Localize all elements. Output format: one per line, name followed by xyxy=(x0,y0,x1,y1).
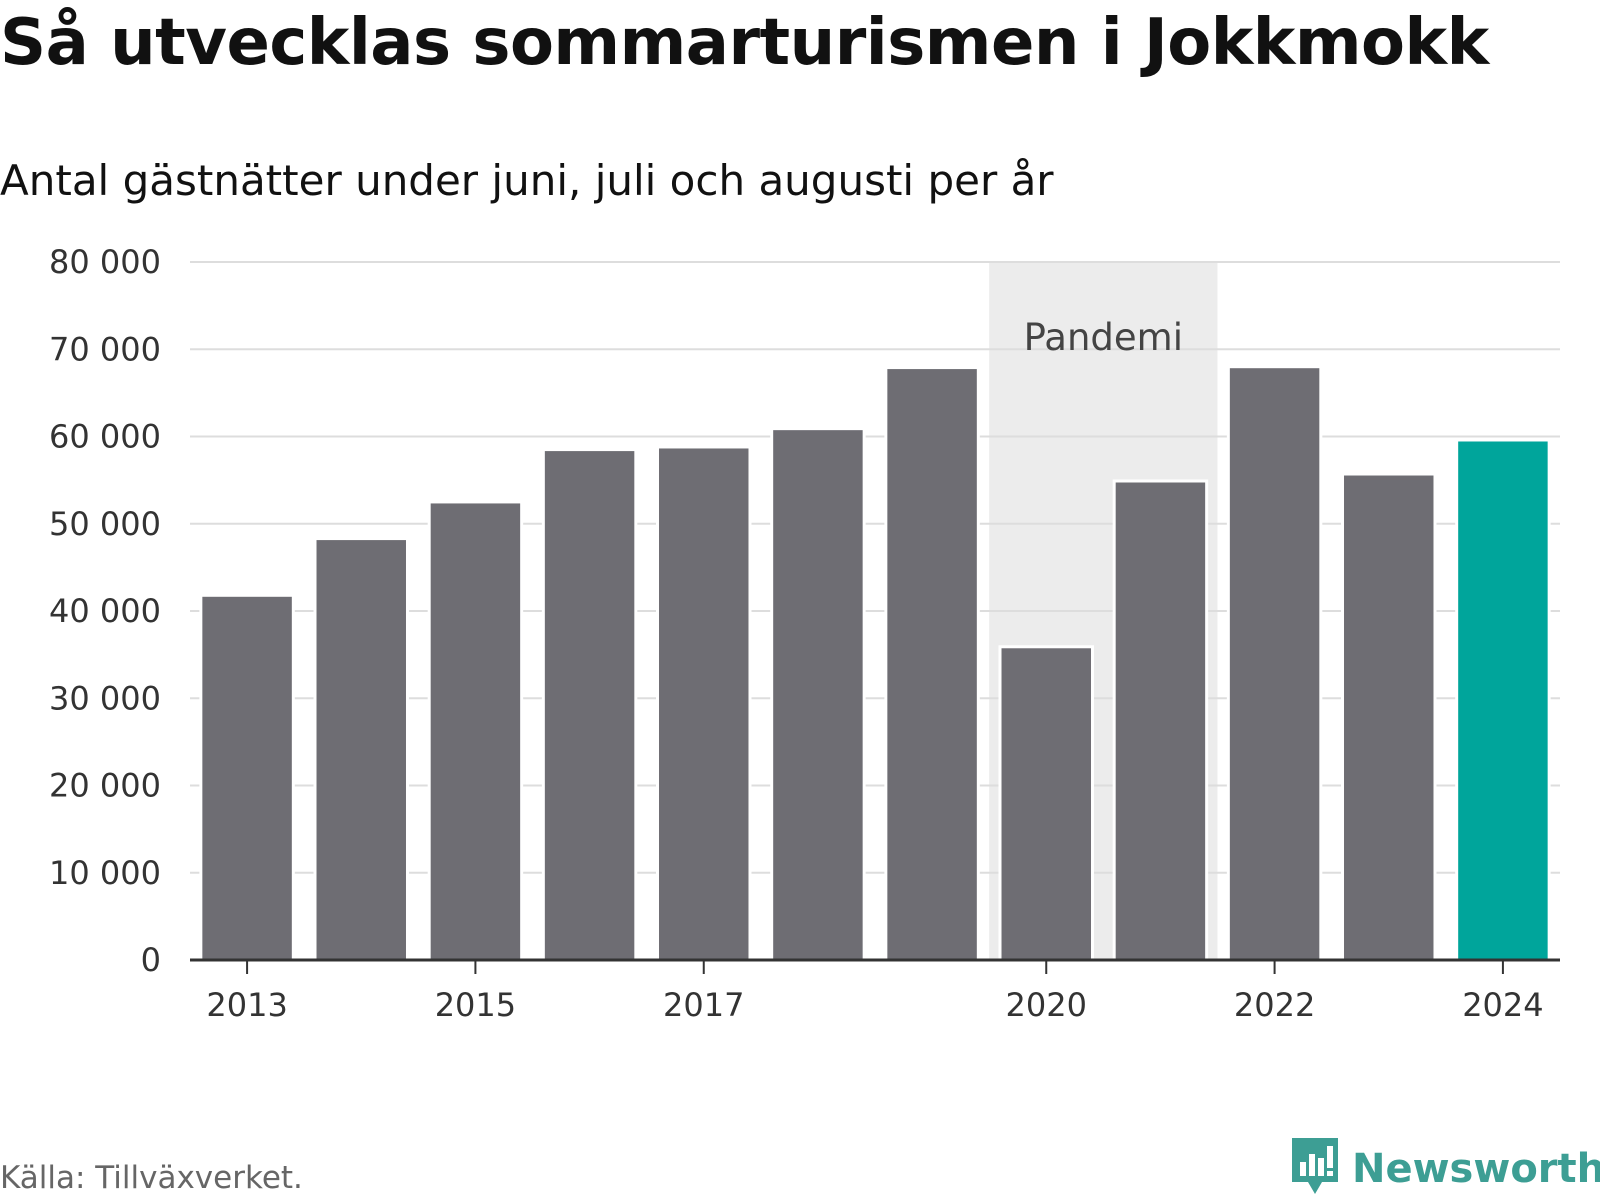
y-tick-label: 70 000 xyxy=(49,330,161,368)
logo-text: Newsworthy xyxy=(1352,1146,1600,1192)
bar-chart: 0 10 000 20 000 30 000 40 000 50 000 60 000 70 … xyxy=(49,243,1560,1024)
source-note: Källa: Tillväxverket. xyxy=(0,1160,303,1196)
bar xyxy=(656,445,752,962)
y-tick-label: 0 xyxy=(141,941,161,979)
pandemic-label: Pandemi xyxy=(1024,316,1183,359)
chart-subtitle: Antal gästnätter under juni, juli och au… xyxy=(0,156,1054,205)
x-tick-label: 2024 xyxy=(1462,986,1543,1024)
bar-chart-bubble-icon xyxy=(1292,1138,1338,1200)
y-tick-label: 10 000 xyxy=(49,854,161,892)
newsworthy-logo[interactable]: Newsworthy xyxy=(1292,1138,1600,1200)
y-tick-label: 50 000 xyxy=(49,505,161,543)
bar xyxy=(427,500,524,962)
bar xyxy=(199,593,295,962)
bar xyxy=(1112,479,1209,962)
bar xyxy=(770,427,866,962)
x-tick-label: 2017 xyxy=(663,986,744,1024)
bar xyxy=(313,537,409,962)
y-tick-label: 30 000 xyxy=(49,679,161,717)
x-tick-label: 2015 xyxy=(435,986,516,1024)
y-tick-label: 20 000 xyxy=(49,767,161,805)
bar xyxy=(1341,472,1437,962)
x-tick-label: 2013 xyxy=(206,986,287,1024)
y-tick-label: 40 000 xyxy=(49,592,161,630)
bar xyxy=(998,645,1094,962)
x-tick-label: 2020 xyxy=(1006,986,1087,1024)
bar xyxy=(1226,365,1323,962)
bar-highlight xyxy=(1455,438,1551,962)
chart-title: Så utvecklas sommarturismen i Jokkmokk xyxy=(0,6,1489,80)
y-tick-label: 80 000 xyxy=(49,243,161,281)
y-tick-label: 60 000 xyxy=(49,418,161,456)
bar xyxy=(541,448,638,962)
x-tick-label: 2022 xyxy=(1234,986,1315,1024)
bar xyxy=(884,366,980,962)
